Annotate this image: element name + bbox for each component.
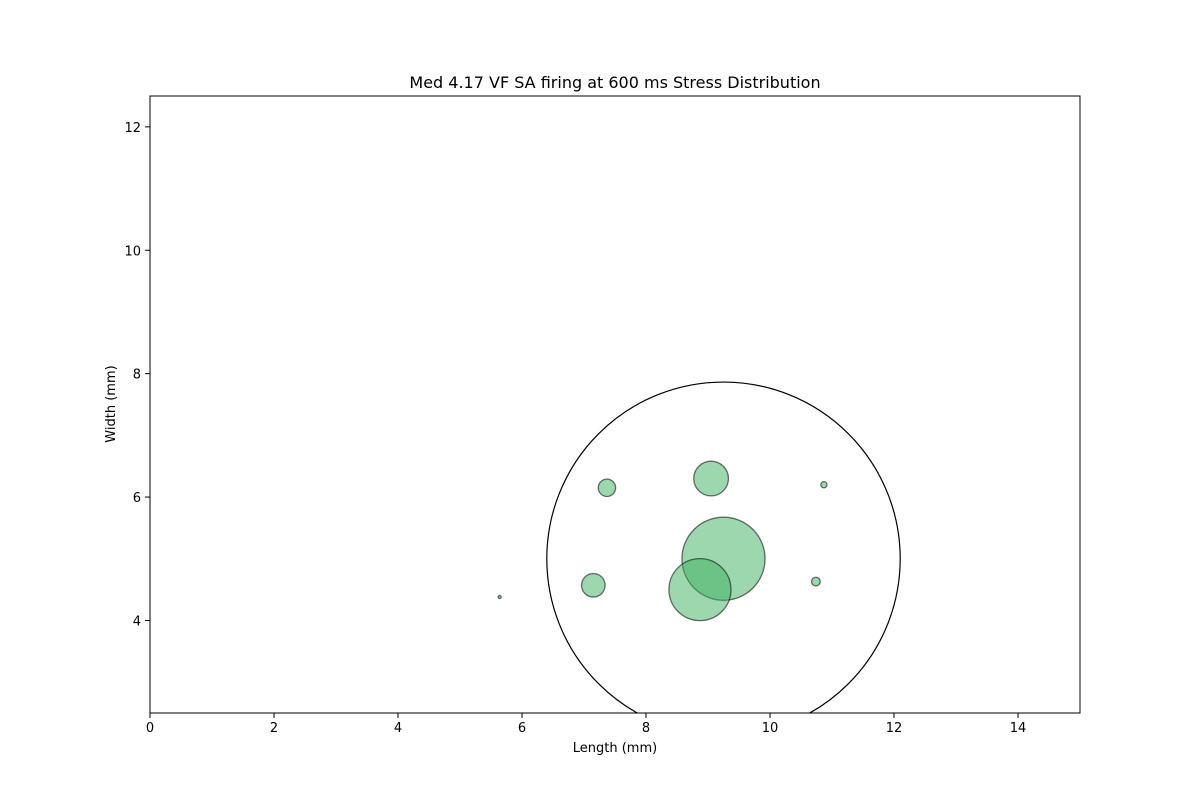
- x-tick-label: 10: [762, 721, 779, 736]
- x-tick-label: 6: [518, 721, 526, 736]
- y-tick-label: 4: [133, 614, 141, 629]
- receptor-bubble-4: [580, 572, 606, 598]
- x-tick-label: 2: [270, 721, 278, 736]
- x-tick-label: 12: [886, 721, 903, 736]
- plot-area: [497, 381, 901, 713]
- x-tick-label: 0: [146, 721, 154, 736]
- chart-title: Med 4.17 VF SA firing at 600 ms Stress D…: [409, 73, 820, 92]
- y-tick-label: 10: [124, 244, 141, 259]
- receptor-bubble-3: [693, 460, 730, 497]
- receptor-bubble-2: [668, 557, 732, 622]
- contact-boundary-circle: [546, 381, 901, 713]
- x-tick-label: 4: [394, 721, 402, 736]
- x-axis-label: Length (mm): [573, 741, 657, 756]
- y-tick-label: 6: [133, 491, 141, 506]
- y-tick-label: 12: [124, 121, 141, 136]
- receptor-bubble-8: [497, 594, 502, 600]
- y-axis-label: Width (mm): [104, 365, 119, 442]
- x-tick-label: 14: [1010, 721, 1027, 736]
- receptor-bubble-5: [597, 478, 617, 498]
- plot-frame: [149, 95, 1081, 714]
- x-tick-label: 8: [642, 721, 650, 736]
- receptor-bubble-7: [820, 480, 828, 489]
- receptor-bubble-6: [810, 576, 821, 587]
- x-axis: 0 2 4 6 8 10 12 14: [146, 713, 1026, 736]
- y-tick-label: 8: [133, 368, 141, 383]
- y-axis: 4 6 8 10 12: [124, 121, 150, 629]
